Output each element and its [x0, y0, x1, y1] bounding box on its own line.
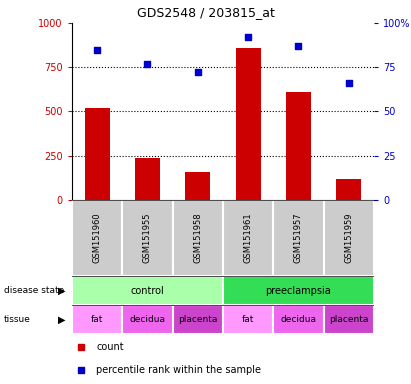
Text: fat: fat: [242, 315, 254, 324]
Text: preeclampsia: preeclampsia: [266, 286, 331, 296]
Point: [194, 70, 201, 76]
Text: disease state: disease state: [4, 286, 65, 295]
Bar: [223, 305, 273, 334]
Text: fat: fat: [91, 315, 103, 324]
Bar: [185, 172, 210, 200]
Bar: [173, 305, 223, 334]
Text: decidua: decidua: [280, 315, 316, 324]
Bar: [122, 305, 173, 334]
Bar: [336, 179, 361, 200]
Bar: [273, 200, 324, 276]
Bar: [324, 305, 374, 334]
Bar: [223, 276, 374, 305]
Text: GSM151957: GSM151957: [294, 213, 303, 263]
Text: ▶: ▶: [58, 314, 65, 325]
Text: GSM151960: GSM151960: [92, 213, 102, 263]
Point: [94, 46, 100, 53]
Text: GSM151961: GSM151961: [244, 213, 253, 263]
Text: decidua: decidua: [129, 315, 166, 324]
Text: GDS2548 / 203815_at: GDS2548 / 203815_at: [136, 6, 275, 19]
Point: [144, 61, 151, 67]
Bar: [286, 92, 311, 200]
Bar: [273, 305, 324, 334]
Bar: [85, 108, 110, 200]
Bar: [72, 276, 223, 305]
Text: count: count: [96, 342, 124, 352]
Text: GSM151959: GSM151959: [344, 213, 353, 263]
Text: placenta: placenta: [329, 315, 369, 324]
Text: control: control: [131, 286, 164, 296]
Bar: [135, 158, 160, 200]
Point: [245, 34, 252, 40]
Point: [346, 80, 352, 86]
Bar: [324, 200, 374, 276]
Text: placenta: placenta: [178, 315, 217, 324]
Bar: [236, 48, 261, 200]
Bar: [223, 200, 273, 276]
Text: percentile rank within the sample: percentile rank within the sample: [96, 365, 261, 375]
Bar: [173, 200, 223, 276]
Text: tissue: tissue: [4, 315, 31, 324]
Bar: [122, 200, 173, 276]
Bar: [72, 305, 122, 334]
Text: GSM151955: GSM151955: [143, 213, 152, 263]
Point: [295, 43, 302, 49]
Text: GSM151958: GSM151958: [193, 213, 202, 263]
Bar: [72, 200, 122, 276]
Text: ▶: ▶: [58, 286, 65, 296]
